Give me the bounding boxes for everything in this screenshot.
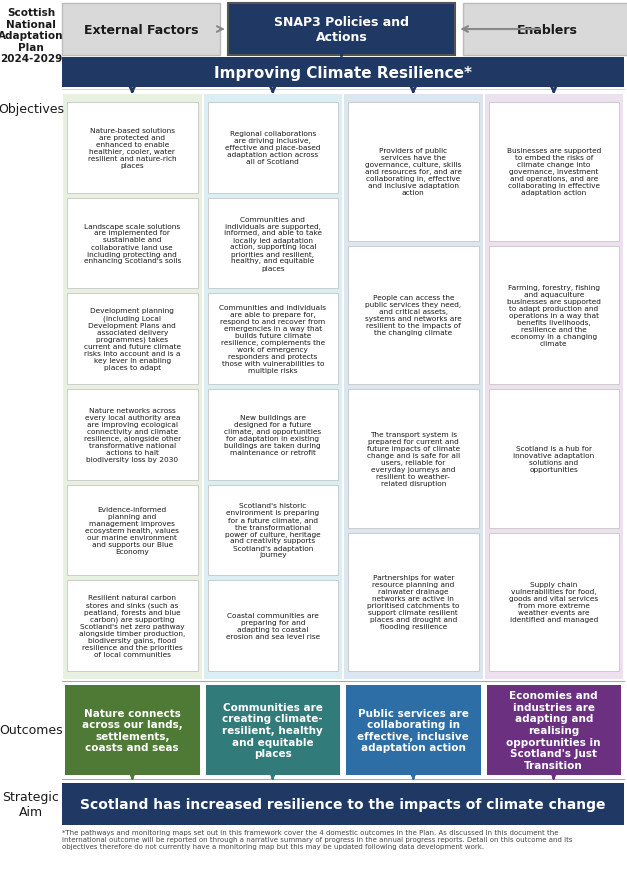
Text: Development planning
(including Local
Development Plans and
associated delivery
: Development planning (including Local De… [84,308,181,371]
Bar [208,198,338,289]
Bar [348,533,478,672]
Text: Communities are
creating climate-
resilient, healthy
and equitable
places: Communities are creating climate- resili… [223,702,323,759]
Text: *The pathways and monitoring maps set out in this framework cover the 4 domestic: *The pathways and monitoring maps set ou… [62,829,572,849]
Bar [62,58,624,88]
Bar [206,685,340,775]
Bar [344,95,483,680]
Bar [348,390,478,528]
Bar [67,103,198,193]
Bar [63,95,201,680]
Bar [488,103,619,241]
Text: The transport system is
prepared for current and
future impacts of climate
chang: The transport system is prepared for cur… [367,431,460,486]
Text: Resilient natural carbon
stores and sinks (such as
peatland, forests and blue
ca: Resilient natural carbon stores and sink… [79,594,186,658]
Bar [67,390,198,480]
Bar [62,4,219,56]
Bar [208,103,338,193]
Bar [208,580,338,672]
Text: Enablers: Enablers [517,24,578,37]
Text: Coastal communities are
preparing for and
adapting to coastal
erosion and sea le: Coastal communities are preparing for an… [226,613,320,639]
Text: Public services are
collaborating in
effective, inclusive
adaptation action: Public services are collaborating in eff… [357,708,469,752]
Bar [208,390,338,480]
Text: Nature connects
across our lands,
settlements,
coasts and seas: Nature connects across our lands, settle… [82,708,182,752]
Text: Businesses are supported
to embed the risks of
climate change into
governance, i: Businesses are supported to embed the ri… [507,148,601,196]
Bar [487,685,621,775]
Text: Regional collaborations
are driving inclusive,
effective and place-based
adaptat: Regional collaborations are driving incl… [225,131,320,165]
Bar [67,198,198,289]
Text: Scotland's historic
environment is preparing
for a future climate, and
the trans: Scotland's historic environment is prepa… [225,503,320,558]
Bar [488,246,619,385]
Text: Economies and
industries are
adapting and
realising
opportunities in
Scotland's : Economies and industries are adapting an… [507,690,601,770]
Text: People can access the
public services they need,
and critical assets,
systems an: People can access the public services th… [365,295,461,336]
Bar [208,294,338,385]
Text: Providers of public
services have the
governance, culture, skills
and resources : Providers of public services have the go… [365,148,461,196]
Bar [488,533,619,672]
Text: Improving Climate Resilience*: Improving Climate Resilience* [214,66,472,81]
Text: Communities and
individuals are supported,
informed, and able to take
locally le: Communities and individuals are supporte… [224,216,322,271]
Bar [348,246,478,385]
Text: Partnerships for water
resource planning and
rainwater drainage
networks are act: Partnerships for water resource planning… [367,574,460,630]
Text: Outcomes: Outcomes [0,723,63,737]
Text: Farming, forestry, fishing
and aquaculture
businesses are supported
to adapt pro: Farming, forestry, fishing and aquacultu… [507,284,601,346]
Bar [488,390,619,528]
Text: Objectives: Objectives [0,103,64,116]
Text: Communities and individuals
are able to prepare for,
respond to and recover from: Communities and individuals are able to … [219,305,326,374]
Bar [62,783,624,825]
Bar [67,294,198,385]
Text: Evidence-informed
planning and
management improves
ecosystem health, values
our : Evidence-informed planning and managemen… [85,507,179,554]
Text: Scottish
National
Adaptation
Plan
2024-2029: Scottish National Adaptation Plan 2024-2… [0,8,64,64]
Bar [208,486,338,576]
Bar [67,486,198,576]
Bar [228,4,455,56]
Text: External Factors: External Factors [83,24,198,37]
Text: Supply chain
vulnerabilities for food,
goods and vital services
from more extrem: Supply chain vulnerabilities for food, g… [509,581,598,623]
Text: Strategic
Aim: Strategic Aim [3,790,60,818]
Bar [67,580,198,672]
Bar [65,685,199,775]
Text: Scotland has increased resilience to the impacts of climate change: Scotland has increased resilience to the… [80,797,606,811]
Text: SNAP3 Policies and
Actions: SNAP3 Policies and Actions [274,16,409,44]
Text: Landscape scale solutions
are implemented for
sustainable and
collaborative land: Landscape scale solutions are implemente… [83,223,181,264]
Text: Nature networks across
every local authority area
are improving ecological
conne: Nature networks across every local autho… [83,407,181,463]
Text: Scotland is a hub for
innovative adaptation
solutions and
opportunities: Scotland is a hub for innovative adaptat… [513,445,594,472]
Bar [204,95,342,680]
Bar [463,4,627,56]
Bar [348,103,478,241]
Text: New buildings are
designed for a future
climate, and opportunities
for adaptatio: New buildings are designed for a future … [224,414,321,456]
Bar [346,685,480,775]
Bar [485,95,623,680]
Text: Nature-based solutions
are protected and
enhanced to enable
healthier, cooler, w: Nature-based solutions are protected and… [88,127,177,169]
